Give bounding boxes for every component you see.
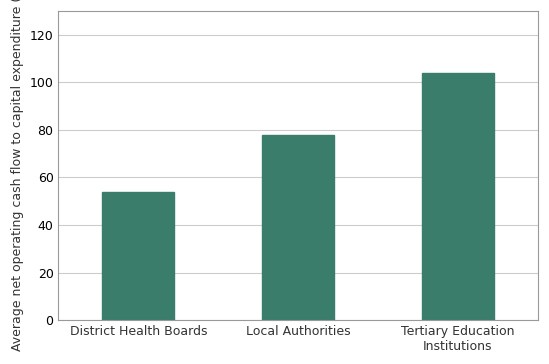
Bar (102, 192, 174, 320)
Bar (262, 135, 334, 320)
Bar (422, 73, 494, 320)
Y-axis label: Average net operating cash flow to capital expenditure (%): Average net operating cash flow to capit… (11, 0, 24, 351)
